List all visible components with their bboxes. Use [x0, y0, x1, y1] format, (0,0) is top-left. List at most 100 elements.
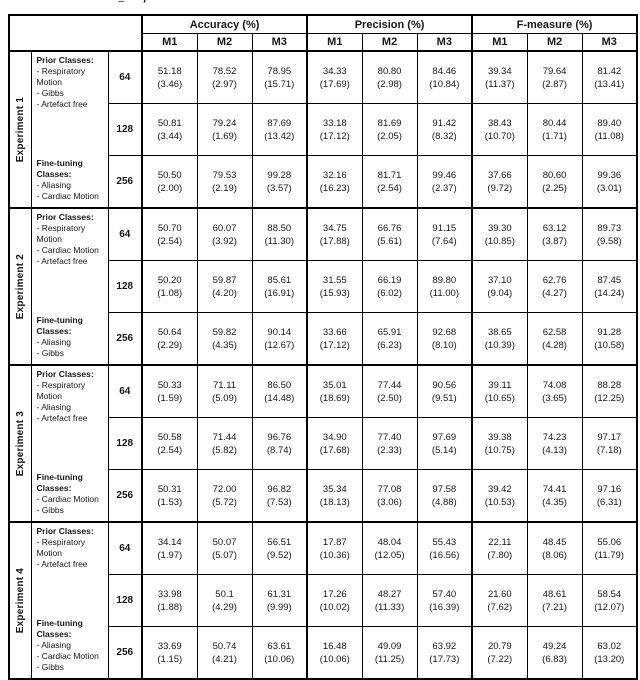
metric-mean: 58.54 — [597, 588, 622, 600]
metric-mean: 34.14 — [157, 536, 182, 548]
metric-std: (1.69) — [212, 130, 237, 142]
metric-value-cell: 50.64 (2.29) — [141, 312, 198, 366]
table-body: Experiment 1 Prior Classes: - Respiratory … — [8, 50, 638, 680]
metric-value-cell: 38.43 (10.70) — [471, 103, 528, 156]
metric-value-cell: 48.45 (8.06) — [526, 521, 583, 575]
metric-std: (5.09) — [212, 392, 237, 404]
metric-value-cell: 31.55 (15.93) — [306, 260, 363, 313]
metric-value-cell: 49.24 (6.83) — [526, 626, 583, 680]
metric-mean: 34.90 — [322, 431, 347, 443]
metric-mean: 77.44 — [377, 379, 402, 391]
prior-class-item: - Artefact free — [36, 99, 88, 110]
sample-size-cell: 256 — [107, 155, 143, 209]
metric-mean: 38.65 — [487, 326, 512, 338]
group-header: F-measure (%) — [471, 14, 638, 34]
table-row: 256 50.50 (2.00) 79.53 (2.19) 99.28 (3.57) 32.1… — [9, 155, 638, 209]
metric-mean: 87.45 — [597, 274, 622, 286]
metric-value-cell: 51.18 (3.46) — [141, 50, 198, 104]
metric-value-cell: 37.10 (9.04) — [471, 260, 528, 313]
metric-mean: 63.12 — [542, 222, 567, 234]
metric-value-cell: 34.90 (17.68) — [306, 417, 363, 470]
sample-size-cell: 64 — [107, 521, 143, 575]
finetuning-classes-block: Fine-tuning Classes: - Aliasing - Cardiac … — [37, 158, 106, 202]
metric-value-cell: 81.71 (2.54) — [361, 155, 418, 209]
metric-value-cell: 66.76 (5.61) — [361, 207, 418, 261]
metric-value-cell: 87.69 (13.42) — [251, 103, 308, 156]
metric-value-cell: 16.48 (10.06) — [306, 626, 363, 680]
finetuning-classes-block: Fine-tuning Classes: - Aliasing - Gibbs — [37, 315, 106, 359]
metric-value-cell: 74.41 (4.35) — [526, 469, 583, 523]
metric-std: (1.71) — [542, 130, 567, 142]
metric-value-cell: 49.09 (11.25) — [361, 626, 418, 680]
metric-mean: 32.16 — [322, 169, 347, 181]
metric-mean: 74.41 — [542, 483, 567, 495]
metric-value-cell: 61.31 (9.99) — [251, 574, 308, 627]
metric-mean: 49.09 — [377, 640, 402, 652]
experiment-label-text: Experiment 4 — [14, 567, 26, 634]
metric-value-cell: 39.30 (10.85) — [471, 207, 528, 261]
prior-class-item: - Cardiac Motion — [36, 245, 99, 256]
metric-std: (3.01) — [596, 182, 622, 194]
metric-value-cell: 81.69 (2.05) — [361, 103, 418, 156]
metric-mean: 65.91 — [377, 326, 402, 338]
metric-value-cell: 71.11 (5.09) — [196, 364, 253, 418]
sample-size-cell: 128 — [107, 260, 143, 313]
model-header: M3 — [581, 33, 638, 52]
metric-mean: 97.69 — [432, 431, 457, 443]
metric-std: (6.83) — [542, 653, 567, 665]
experiment-label-text: Experiment 1 — [14, 96, 26, 163]
prior-classes-title: Prior Classes: — [36, 55, 94, 65]
class-description-content: Prior Classes: - Respiratory Motion - Gibb… — [32, 52, 108, 205]
metric-value-cell: 39.34 (11.37) — [471, 50, 528, 104]
metric-mean: 50.58 — [157, 431, 182, 443]
metric-std: (2.25) — [542, 182, 567, 194]
metric-value-cell: 50.70 (2.54) — [141, 207, 198, 261]
metric-value-cell: 33.69 (1.15) — [141, 626, 198, 680]
metric-std: (7.80) — [487, 549, 513, 561]
metric-std: (9.58) — [596, 235, 622, 247]
metric-std: (5.72) — [212, 496, 237, 508]
prior-class-item: - Artefact free — [36, 413, 88, 424]
metric-value-cell: 50.50 (2.00) — [141, 155, 198, 209]
metric-std: (15.71) — [264, 78, 295, 90]
metric-std: (10.84) — [429, 78, 460, 90]
prior-class-item: - Artefact free — [36, 256, 88, 267]
metric-mean: 39.42 — [487, 483, 512, 495]
metric-std: (10.70) — [484, 130, 515, 142]
metric-std: (10.36) — [319, 549, 350, 561]
metric-mean: 48.45 — [542, 536, 567, 548]
metric-value-cell: 78.52 (2.97) — [196, 50, 253, 104]
metric-mean: 66.76 — [377, 222, 402, 234]
prior-classes-block: Prior Classes: - Respiratory Motion - Gibb… — [37, 55, 106, 110]
metric-mean: 88.50 — [267, 222, 292, 234]
metric-value-cell: 78.95 (15.71) — [251, 50, 308, 104]
metric-value-cell: 74.08 (3.65) — [526, 364, 583, 418]
metric-value-cell: 99.46 (2.37) — [416, 155, 473, 209]
metric-mean: 50.74 — [212, 640, 237, 652]
metric-mean: 91.42 — [432, 117, 457, 129]
metric-value-cell: 96.82 (7.53) — [251, 469, 308, 523]
sample-size-cell: 256 — [107, 626, 143, 680]
metric-value-cell: 97.69 (5.14) — [416, 417, 473, 470]
experiment-label: Experiment 2 — [8, 207, 32, 366]
model-header: M3 — [416, 33, 473, 52]
table-row: Experiment 2 Prior Classes: - Respiratory … — [8, 207, 638, 366]
model-header: M2 — [361, 33, 418, 52]
metric-std: (12.05) — [374, 549, 405, 561]
metric-mean: 63.61 — [267, 640, 292, 652]
class-description: Prior Classes: - Respiratory Motion - Card… — [30, 207, 109, 366]
prior-classes-block: Prior Classes: - Respiratory Motion - Arte… — [37, 526, 106, 570]
metric-std: (17.88) — [319, 235, 350, 247]
metric-value-cell: 48.27 (11.33) — [361, 574, 418, 627]
metric-value-cell: 50.81 (3.44) — [141, 103, 198, 156]
metric-value-cell: 66.19 (6.02) — [361, 260, 418, 313]
metric-value-cell: 77.44 (2.50) — [361, 364, 418, 418]
metric-mean: 39.34 — [487, 65, 512, 77]
metric-mean: 34.75 — [322, 222, 347, 234]
metric-mean: 48.27 — [377, 588, 402, 600]
metric-mean: 39.11 — [488, 379, 512, 391]
metric-mean: 60.07 — [212, 222, 237, 234]
metric-mean: 71.11 — [212, 379, 237, 391]
metric-value-cell: 71.44 (5.82) — [196, 417, 253, 470]
class-description-content: Prior Classes: - Respiratory Motion - Alia… — [32, 366, 108, 519]
